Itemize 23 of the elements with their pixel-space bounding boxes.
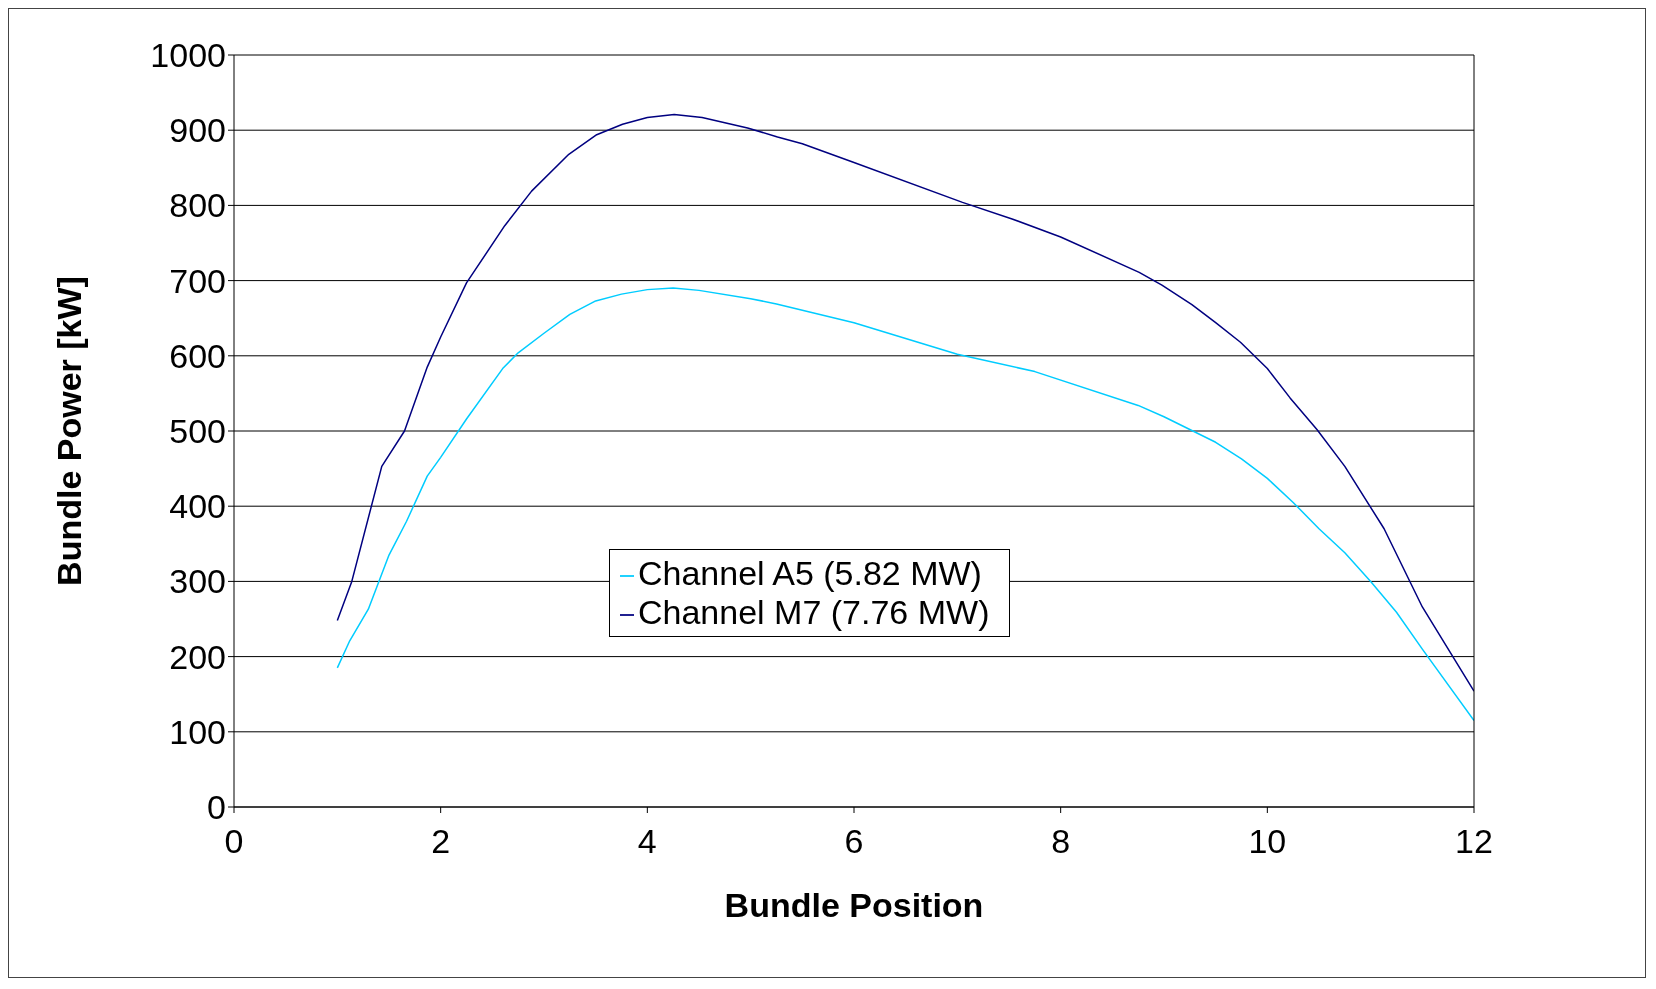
y-tick-label: 0 [207,788,226,827]
y-tick-label: 100 [169,712,226,751]
y-tick-label: 1000 [150,36,226,75]
x-tick-label: 8 [1051,822,1071,861]
x-tick-label: 6 [844,822,864,861]
y-tick-label: 700 [169,261,226,300]
x-tick-label: 2 [431,822,451,861]
y-axis-title: Bundle Power [kW] [50,276,89,586]
y-tick-label: 500 [169,412,226,451]
legend-label: Channel M7 (7.76 MW) [638,593,990,631]
line-series [336,287,1474,722]
y-tick-label: 400 [169,487,226,526]
y-tick-label: 600 [169,336,226,375]
x-tick-label: 12 [1455,822,1493,861]
y-tick-label: 900 [169,111,226,150]
legend-label: Channel A5 (5.82 MW) [638,554,982,592]
y-tick-label: 200 [169,637,226,676]
y-tick-label: 300 [169,562,226,601]
line-series [336,113,1474,692]
x-tick-label: 4 [637,822,657,861]
x-tick-label: 10 [1248,822,1287,861]
x-axis-title: Bundle Position [724,886,984,924]
y-tick-label: 800 [169,186,226,225]
